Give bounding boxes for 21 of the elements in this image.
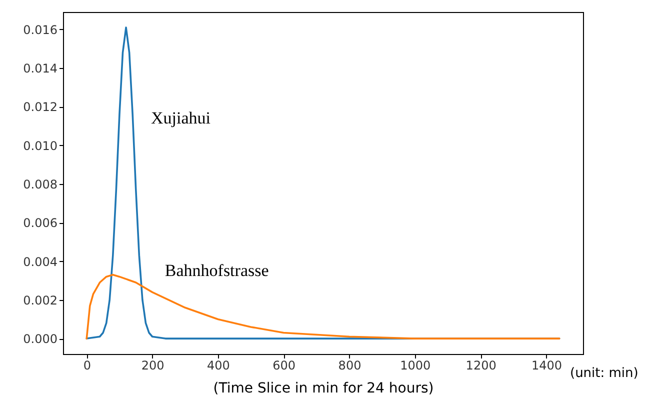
series-label: Xujiahui	[151, 108, 211, 128]
y-tick-label: 0.002	[23, 293, 58, 308]
y-tick-label: 0.012	[23, 100, 58, 114]
y-tick-label: 0.014	[23, 62, 58, 76]
y-tick-label: 0.006	[23, 216, 58, 230]
x-tick-label: 1000	[400, 358, 431, 372]
y-tick-label: 0.010	[23, 138, 58, 153]
x-tick-label: 1200	[466, 358, 496, 372]
series-label: Bahnhofstrasse	[164, 260, 269, 280]
x-axis-title: (Time Slice in min for 24 hours)	[213, 380, 434, 396]
x-tick-label: 600	[272, 358, 296, 372]
x-tick-label: 400	[206, 358, 230, 372]
y-tick-label: 0.016	[23, 22, 58, 37]
y-tick-label: 0.008	[23, 177, 58, 192]
x-tick-label: 1400	[531, 358, 562, 372]
y-tick-label: 0.000	[23, 332, 58, 346]
x-tick-label: 200	[141, 358, 164, 372]
x-tick-label: 0	[83, 358, 91, 372]
y-tick-label: 0.004	[23, 254, 58, 269]
text: (unit: min)	[570, 366, 638, 381]
x-tick-label: 800	[338, 358, 362, 372]
